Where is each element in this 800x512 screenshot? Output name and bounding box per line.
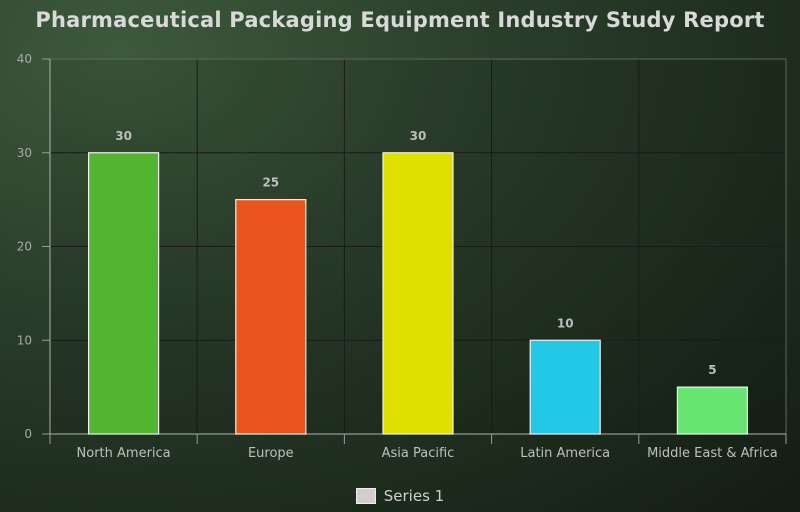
bar — [676, 386, 749, 435]
x-tick-label: North America — [77, 446, 171, 461]
legend-swatch — [355, 488, 376, 504]
x-tick-label: Asia Pacific — [382, 446, 455, 461]
y-tick-label: 30 — [17, 146, 32, 160]
data-label: 30 — [115, 129, 132, 143]
data-label: 5 — [708, 363, 716, 377]
legend-label: Series 1 — [383, 487, 445, 505]
bar — [382, 152, 454, 435]
data-label: 30 — [410, 129, 427, 143]
bar — [529, 339, 601, 435]
x-tick-label: Middle East & Africa — [647, 446, 778, 461]
bar — [87, 152, 160, 435]
data-label: 10 — [557, 316, 574, 330]
chart-title: Pharmaceutical Packaging Equipment Indus… — [35, 8, 765, 32]
bar — [235, 199, 307, 435]
x-tick-label: Latin America — [520, 446, 610, 461]
x-tick-label: Europe — [248, 446, 294, 461]
data-label: 25 — [262, 176, 279, 190]
y-tick-label: 10 — [17, 333, 32, 347]
legend: Series 1 — [0, 487, 800, 505]
y-tick-label: 20 — [17, 240, 32, 254]
y-tick-label: 0 — [24, 427, 32, 441]
y-tick-label: 40 — [17, 52, 32, 66]
